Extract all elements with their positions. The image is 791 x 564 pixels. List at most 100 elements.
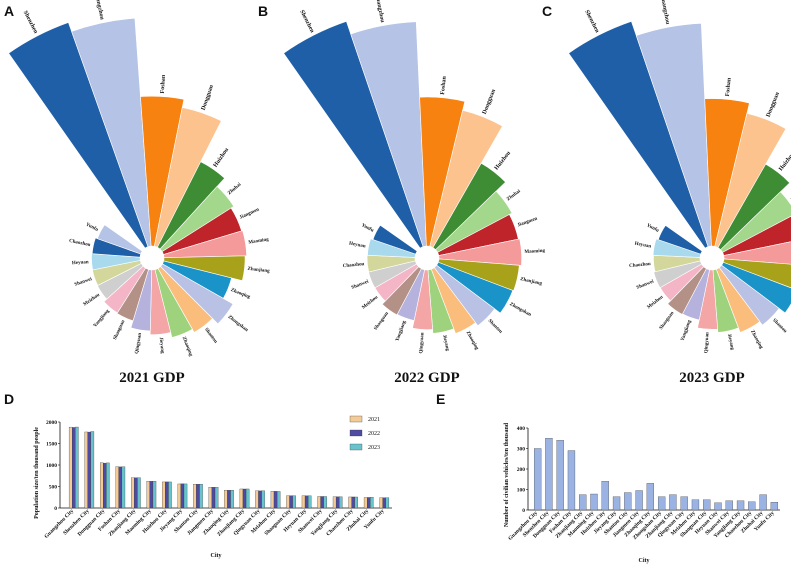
rose-label: Maoming (248, 237, 270, 245)
legend-label-2023: 2023 (368, 445, 380, 451)
rose-label: Yunfu (85, 222, 99, 233)
bar-vehicles (590, 493, 598, 511)
rose-label: Shenzhen (298, 9, 315, 34)
rose-label: Yangjiang (395, 320, 407, 343)
bar-2021 (208, 487, 213, 509)
bar-vehicles (612, 496, 621, 511)
bar-2023 (121, 466, 126, 509)
bar-vehicles (748, 501, 756, 511)
bar-2022 (134, 477, 138, 509)
bar-vehicles (736, 500, 745, 511)
y-tick-label: 1500 (46, 442, 57, 448)
rose-title: 2023 GDP (679, 370, 744, 386)
rose-label: Huizhou (778, 151, 791, 173)
bar-2023 (90, 431, 95, 509)
bar-2022 (227, 490, 231, 509)
rose-label: Qingyuan (135, 332, 143, 354)
bar-2021 (193, 484, 197, 509)
rose-label: Foshan (160, 74, 167, 94)
bar-2023 (106, 462, 110, 509)
rose-label: Shantou (771, 318, 787, 334)
legend-swatch-2022 (349, 429, 363, 437)
rose-label: Meizhou (83, 293, 101, 308)
bar-2021 (68, 426, 73, 509)
bar-2022 (320, 496, 324, 509)
bar-2023 (354, 496, 358, 509)
rose-label: Zhongshan (227, 315, 249, 334)
rose-label: Meizhou (361, 295, 379, 311)
bar-2021 (379, 497, 383, 509)
bar-2021 (317, 496, 321, 509)
bar-2021 (286, 495, 290, 509)
y-tick-label: 0 (54, 506, 57, 512)
rose-label: Maoming (524, 249, 545, 255)
rose-label: Chaozhou (69, 239, 91, 248)
bar-2023 (385, 497, 390, 509)
x-axis-title: City (211, 553, 222, 559)
bar-2023 (199, 484, 203, 509)
bar-2023 (245, 488, 250, 509)
rose-center-hole (700, 246, 724, 270)
bar-2022 (87, 431, 91, 509)
bar-vehicles (770, 502, 779, 511)
bar-vehicles (703, 499, 711, 511)
rose-label: Zhanjiang (520, 277, 543, 287)
rose-label: Qingyuan (419, 332, 425, 354)
bar-vehicles (556, 440, 564, 511)
rose-label: Jieyang (726, 333, 735, 351)
bar-2023 (75, 426, 79, 509)
legend-label-2022: 2022 (368, 431, 380, 437)
rose-label: Yunfu (360, 223, 374, 234)
bar-2022 (273, 491, 278, 509)
bar-2022 (351, 496, 355, 509)
bar-vehicles (533, 448, 542, 511)
bar-vehicles (567, 450, 576, 511)
bar-2021 (255, 490, 259, 509)
bar-vehicles (646, 483, 655, 511)
rose-label: Yunfu (646, 223, 660, 234)
rose-label: Meizhou (647, 295, 665, 311)
bar-2023 (137, 477, 141, 509)
bar-vehicles (725, 500, 733, 511)
bar-2022 (72, 427, 76, 509)
bar-vehicles (545, 438, 553, 511)
bar-2021 (224, 490, 228, 509)
rose-label: Shenzhen (583, 9, 600, 34)
bar-2022 (304, 495, 309, 509)
rose-label: Heyuan (72, 260, 89, 266)
rose-label: Huizhou (494, 150, 513, 172)
rose-label: Zhaoqing (181, 336, 193, 357)
rose-label: Chaozhou (343, 262, 365, 269)
rose-title: 2022 GDP (394, 370, 459, 386)
rose-label: Yangjiang (93, 308, 111, 328)
bar-2021 (348, 496, 352, 509)
y-tick-label: 300 (517, 447, 526, 453)
bar-vehicles (635, 490, 643, 511)
rose-label: Zhuhai (506, 189, 522, 203)
bar-2022 (335, 496, 340, 509)
rose-center-hole (415, 246, 439, 270)
rose-label: Chaozhou (629, 262, 651, 269)
rose-label: Shaoguan (659, 311, 676, 331)
rose-center-hole (140, 246, 164, 270)
rose-label: Huizhou (213, 147, 231, 169)
bar-2022 (196, 484, 200, 509)
y-tick-label: 400 (517, 426, 526, 432)
bar-2021 (239, 488, 244, 509)
panel-letter-a: A (4, 3, 14, 19)
bar-2022 (289, 495, 293, 509)
bar-2023 (339, 496, 343, 509)
bar-2021 (363, 497, 368, 509)
rose-label: Guangzhou (93, 0, 105, 21)
rose-label: Guangzhou (374, 0, 386, 24)
panel-letter-c: C (542, 3, 552, 19)
rose-label: Shanwei (74, 277, 93, 288)
bar-2022 (211, 487, 216, 509)
rose-label: Zhaoqing (465, 331, 480, 352)
bar-2021 (146, 481, 150, 509)
rose-label: Jieyang (441, 334, 450, 352)
rose-label: Shanwei (351, 279, 370, 291)
